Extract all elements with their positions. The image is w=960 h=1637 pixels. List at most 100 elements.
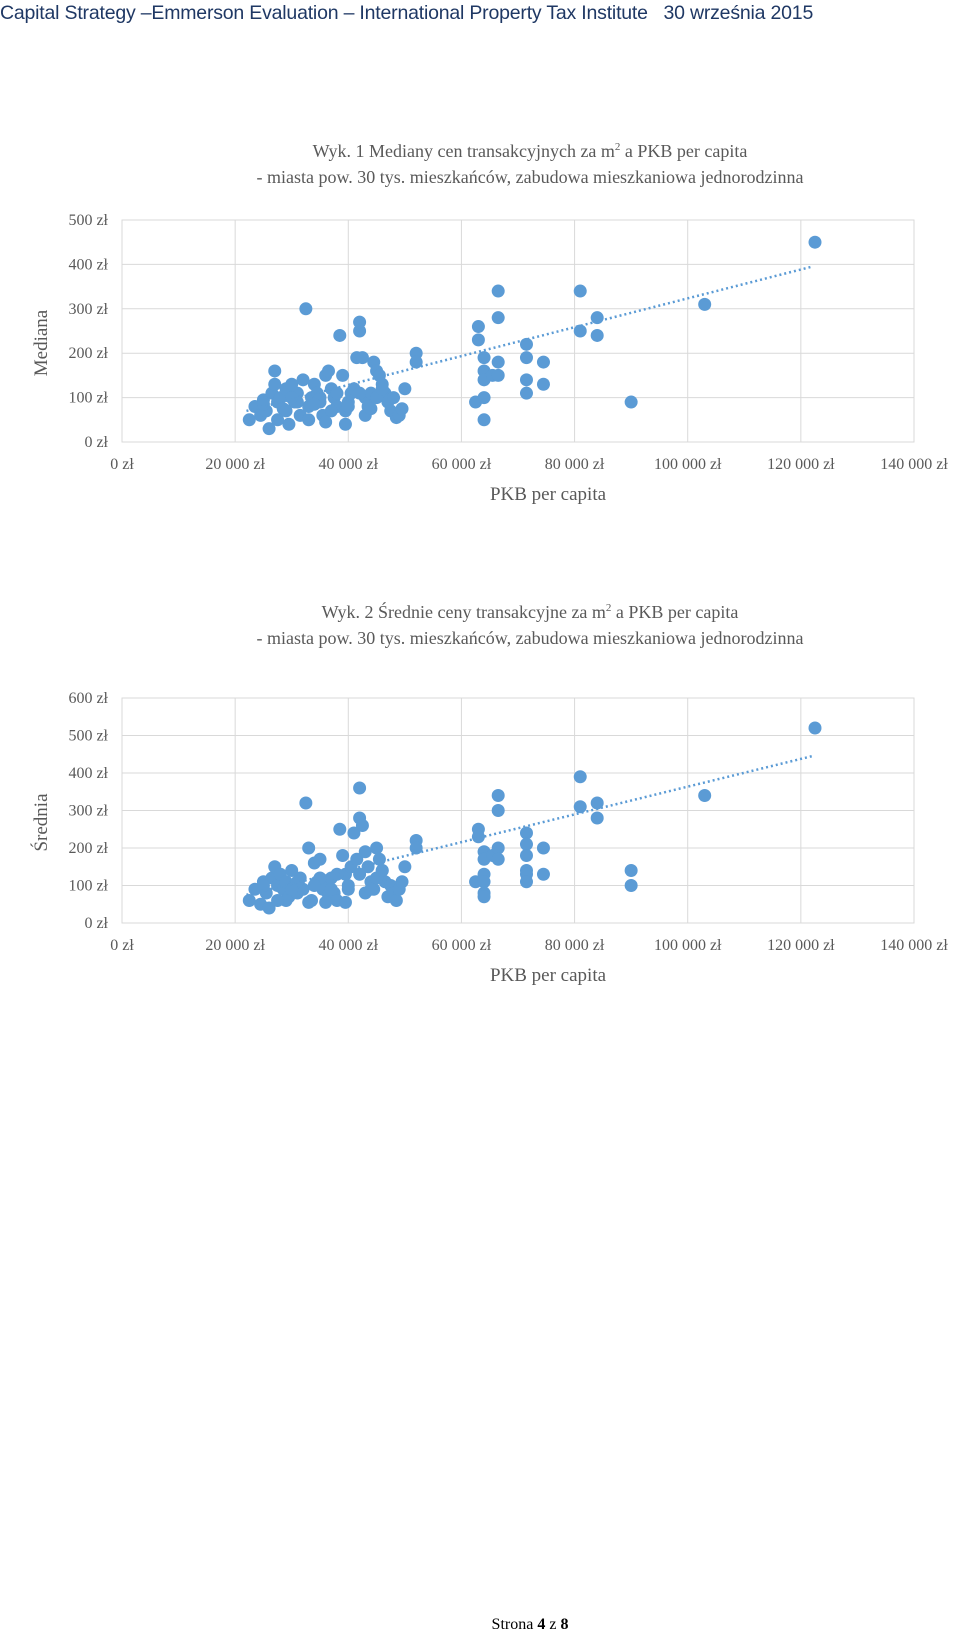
x-tick-label: 60 000 zł [432,456,492,473]
data-point [313,852,327,866]
trend-line [246,265,813,413]
chart-1-title: Wyk. 1 Mediany cen transakcyjnych za m2 … [100,134,960,190]
trend-line [246,754,813,897]
data-point [477,351,491,365]
data-point [307,397,321,411]
data-point [355,819,369,832]
y-tick-label: 0 zł [84,915,108,932]
y-tick-label: 500 zł [68,212,108,229]
data-point [409,355,423,369]
x-axis-title: PKB per capita [490,965,607,986]
data-point [285,864,299,877]
y-tick-label: 100 zł [68,878,108,895]
data-point [370,841,384,855]
data-point [347,826,361,840]
data-point [299,796,313,810]
chart-1-title-line2: - miasta pow. 30 tys. mieszkańców, zabud… [256,167,804,187]
data-point [364,402,378,416]
data-point [409,346,423,360]
x-tick-label: 80 000 zł [545,937,605,954]
data-point [590,328,604,342]
y-tick-label: 600 zł [68,690,108,707]
data-point [375,382,389,396]
data-point [358,845,372,859]
data-point [398,382,412,396]
data-point [302,413,316,427]
data-point [491,852,505,866]
y-tick-label: 200 zł [68,345,108,362]
data-point [372,852,386,866]
x-tick-label: 120 000 zł [767,456,835,473]
document-header: Capital Strategy –Emmerson Evaluation – … [0,0,960,26]
data-point [353,324,367,338]
data-point [242,413,256,427]
data-point [285,391,299,405]
data-point [536,377,550,391]
data-point [519,826,533,840]
x-tick-label: 0 zł [110,937,134,954]
data-point [491,311,505,325]
data-point [262,901,276,915]
data-point [808,235,822,249]
data-point [519,373,533,387]
data-point [624,395,638,409]
data-point [330,867,344,881]
data-point [477,890,491,904]
data-point [519,837,533,851]
data-point [271,894,285,907]
data-point [330,386,344,400]
x-tick-label: 140 000 zł [880,456,948,473]
data-point [307,879,321,892]
y-tick-label: 0 zł [84,434,108,451]
data-point [353,315,367,329]
data-point [477,875,491,889]
data-point [536,355,550,369]
chart-2-title-line1: Wyk. 2 Średnie ceny transakcyjne za m2 a… [321,602,739,622]
x-tick-label: 80 000 zł [545,456,605,473]
data-point [573,770,587,784]
y-tick-label: 500 zł [68,728,108,745]
data-point [296,373,310,387]
data-point [353,386,367,400]
footer-sep: z [549,1616,557,1633]
data-point [573,324,587,338]
data-point [519,351,533,365]
data-point [395,875,409,889]
x-tick-label: 60 000 zł [432,937,492,954]
data-point [262,422,276,436]
data-point [698,297,712,311]
data-point [279,404,293,418]
data-point [341,399,355,413]
data-point [387,391,401,405]
y-axis-title: Średnia [30,793,52,852]
x-tick-label: 100 000 zł [654,456,722,473]
data-point [573,800,587,814]
data-point [536,841,550,855]
data-point [536,867,550,881]
data-point [302,895,316,909]
data-point [302,841,316,855]
chart-2-title: Wyk. 2 Średnie ceny transakcyjne za m2 a… [100,595,960,651]
data-point [321,364,335,378]
y-tick-label: 200 zł [68,840,108,857]
data-point [808,721,822,735]
data-point [624,879,638,892]
data-point [355,351,369,365]
data-point [361,860,375,874]
header-text: Capital Strategy –Emmerson Evaluation – … [0,2,648,24]
data-point [353,867,367,881]
data-point [333,328,347,342]
data-point [590,796,604,810]
data-point [698,789,712,802]
chart-2-srednia-scatter: 0 zł 20 000 zł 40 000 zł 60 000 zł 80 000 zł… [30,690,948,986]
data-point [319,415,333,429]
data-point [491,355,505,369]
data-point [324,882,338,896]
data-point [282,417,296,431]
data-point [338,895,352,909]
data-point [299,302,313,316]
x-tick-label: 120 000 zł [767,937,835,954]
data-point [491,804,505,817]
footer-page: 4 [537,1616,546,1633]
data-point [624,864,638,877]
